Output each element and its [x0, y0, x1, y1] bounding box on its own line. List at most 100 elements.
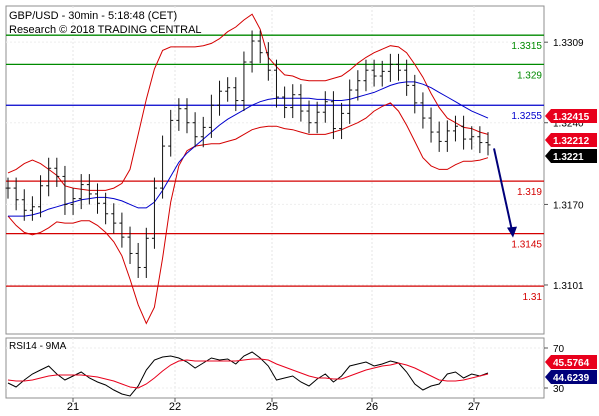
rsi-panel: 70 30 45.5764 44.6239 RSI14 - 9MA	[5, 337, 597, 399]
time-tick-label: 27	[468, 401, 480, 413]
level-lines: 1.3315 1.329 1.3255 1.319 1.3145 1.31	[6, 34, 544, 303]
price-bar	[387, 53, 393, 82]
time-tick-label: 21	[67, 401, 79, 413]
price-bar	[306, 100, 312, 134]
rsi-grid	[6, 338, 544, 398]
price-bar	[339, 102, 345, 140]
price-bar	[330, 91, 336, 140]
level-label: 1.319	[517, 187, 542, 198]
price-bar	[111, 203, 117, 234]
price-bar	[225, 77, 231, 102]
bollinger-upper-line	[7, 13, 489, 191]
price-bar	[371, 59, 377, 87]
level-label: 1.3315	[511, 41, 542, 52]
price-bar	[217, 80, 223, 116]
price-bar	[168, 109, 174, 157]
price-bar	[135, 242, 141, 278]
price-bar	[208, 94, 214, 138]
level-label: 1.31	[523, 292, 543, 303]
price-bar	[54, 157, 60, 187]
price-bar	[86, 174, 92, 205]
price-bar	[322, 91, 328, 123]
price-bar	[70, 188, 76, 215]
price-bar	[103, 192, 109, 225]
bollinger-lower-line	[7, 102, 489, 325]
price-bar	[436, 121, 442, 152]
price-bar	[379, 60, 385, 87]
level-label: 1.3145	[511, 240, 542, 251]
chart-subtitle: Research © 2018 TRADING CENTRAL	[9, 24, 202, 36]
price-bar	[265, 42, 271, 81]
price-tag-text: 1.3221	[553, 152, 584, 163]
price-tick-label: 1.3240	[553, 119, 584, 130]
price-bar	[452, 115, 458, 142]
rsi-label: RSI14 - 9MA	[9, 341, 67, 352]
rsi-tag-box	[545, 355, 597, 369]
price-bar	[160, 135, 166, 199]
chart-title: GBP/USD - 30min - 5:18:48 (CET)	[9, 10, 177, 22]
price-bar	[420, 92, 426, 129]
rsi-tags: 45.5764 44.6239	[545, 355, 597, 384]
forecast-arrow-shaft	[493, 148, 513, 231]
price-bar	[363, 59, 369, 92]
price-bar	[233, 77, 239, 112]
price-tags: 1.32415 1.32212 1.3221	[545, 109, 597, 163]
price-bar	[282, 86, 288, 119]
price-bar	[249, 30, 255, 73]
price-bar	[477, 126, 483, 154]
price-bar	[78, 174, 84, 210]
rsi-tick-label: 70	[553, 344, 565, 355]
price-bar	[13, 177, 19, 211]
price-bar	[184, 98, 190, 134]
price-tag: 1.32212	[545, 133, 597, 147]
price-bar	[38, 175, 44, 218]
price-axis: 1.3309 1.3240 1.3170 1.3101	[544, 38, 584, 292]
time-tick-label: 25	[266, 401, 278, 413]
price-bar	[273, 59, 279, 108]
price-bar	[176, 98, 182, 131]
price-bar	[151, 177, 157, 249]
bollinger-bands	[7, 13, 489, 325]
price-tag-box	[545, 109, 597, 123]
price-bar	[355, 70, 361, 101]
time-axis: 21 22 25 26 27	[67, 398, 480, 413]
price-bar	[314, 101, 320, 134]
price-bar	[21, 189, 27, 221]
level-label: 1.3255	[511, 111, 542, 122]
price-bar	[444, 120, 450, 152]
price-bar	[298, 84, 304, 122]
price-bar	[29, 196, 35, 221]
price-bar	[485, 132, 491, 156]
rsi-lines	[7, 351, 489, 397]
rsi-series-line	[7, 351, 489, 397]
rsi-tag: 45.5764	[545, 355, 597, 369]
price-bar	[143, 227, 149, 278]
price-bar	[290, 84, 296, 119]
price-tag: 1.32415	[545, 109, 597, 123]
price-bar	[62, 165, 68, 215]
price-bar	[127, 226, 133, 264]
price-bar	[412, 74, 418, 114]
price-bar	[241, 51, 247, 112]
price-panel-frame	[5, 5, 545, 335]
price-bar	[347, 79, 353, 124]
rsi-panel-frame	[5, 337, 545, 399]
rsi-tag: 44.6239	[545, 370, 597, 384]
price-bar	[200, 116, 206, 148]
price-bar	[428, 107, 434, 143]
price-bar	[119, 212, 125, 248]
moving-average-line	[8, 81, 489, 217]
rsi-series-line	[7, 358, 489, 389]
price-tick-label: 1.3309	[553, 38, 584, 49]
price-tick-label: 1.3101	[553, 281, 584, 292]
time-tick-label: 22	[169, 401, 181, 413]
rsi-tick-label: 30	[553, 384, 565, 395]
forecast-arrow-head	[507, 226, 517, 238]
rsi-tag-text: 44.6239	[553, 373, 590, 384]
price-grid	[6, 6, 544, 334]
price-tag-text: 1.32415	[553, 112, 590, 123]
price-bar	[404, 59, 410, 96]
price-tag: 1.3221	[545, 149, 597, 163]
